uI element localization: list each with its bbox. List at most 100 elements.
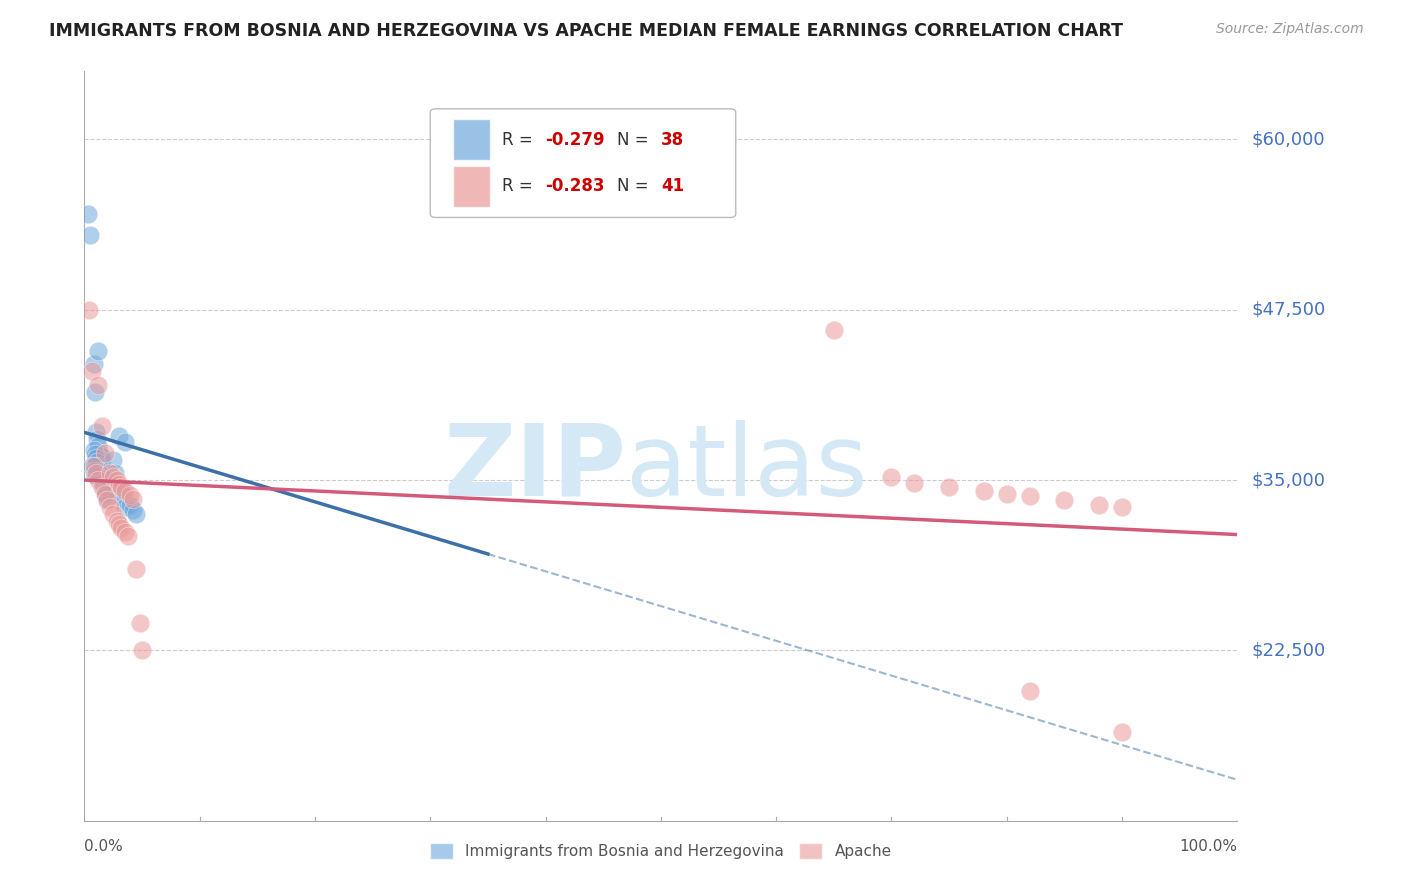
Text: $60,000: $60,000 — [1251, 130, 1324, 148]
Point — [84, 451, 107, 466]
Point — [87, 473, 110, 487]
Point — [121, 492, 143, 507]
Point — [121, 503, 143, 517]
Text: atlas: atlas — [626, 420, 868, 517]
FancyBboxPatch shape — [430, 109, 735, 218]
Point — [110, 521, 132, 535]
Text: ZIP: ZIP — [443, 420, 626, 517]
Point — [128, 616, 150, 631]
Point — [96, 492, 118, 507]
Point — [114, 483, 136, 498]
Point — [117, 529, 139, 543]
Point — [93, 480, 115, 494]
Point — [82, 459, 104, 474]
Point — [1111, 725, 1133, 739]
Point — [880, 470, 903, 484]
Point — [90, 472, 112, 486]
Point — [103, 452, 124, 467]
Point — [79, 227, 101, 242]
Point — [89, 449, 111, 463]
Point — [94, 483, 117, 498]
Text: -0.279: -0.279 — [546, 131, 605, 149]
Point — [823, 323, 845, 337]
Point — [125, 561, 148, 575]
Point — [120, 488, 142, 502]
Point — [1088, 498, 1111, 512]
Text: 100.0%: 100.0% — [1180, 839, 1237, 855]
Text: $47,500: $47,500 — [1251, 301, 1326, 318]
Point — [89, 467, 111, 482]
Point — [87, 439, 110, 453]
Point — [131, 643, 153, 657]
Point — [114, 434, 136, 449]
Point — [111, 486, 134, 500]
Point — [96, 488, 118, 502]
Point — [98, 500, 121, 515]
Text: $22,500: $22,500 — [1251, 641, 1326, 659]
Point — [84, 425, 107, 440]
Point — [82, 364, 104, 378]
Point — [114, 524, 136, 539]
Point — [973, 483, 995, 498]
Point — [87, 343, 110, 358]
Text: Source: ZipAtlas.com: Source: ZipAtlas.com — [1216, 22, 1364, 37]
Text: 0.0%: 0.0% — [84, 839, 124, 855]
Point — [98, 467, 121, 481]
Point — [995, 486, 1018, 500]
Point — [96, 493, 118, 508]
Point — [108, 516, 131, 531]
Text: -0.283: -0.283 — [546, 178, 605, 195]
Point — [108, 477, 131, 491]
Point — [86, 432, 108, 446]
Text: N =: N = — [617, 178, 654, 195]
Point — [89, 446, 111, 460]
Text: R =: R = — [502, 178, 537, 195]
Point — [89, 463, 111, 477]
Point — [938, 480, 960, 494]
Legend: Immigrants from Bosnia and Herzegovina, Apache: Immigrants from Bosnia and Herzegovina, … — [425, 838, 897, 865]
Point — [87, 459, 110, 474]
Point — [105, 514, 128, 528]
Point — [110, 480, 132, 494]
Point — [83, 443, 105, 458]
Point — [1018, 684, 1040, 698]
Point — [103, 507, 124, 521]
Point — [1018, 490, 1040, 504]
Point — [83, 384, 105, 399]
Point — [1053, 493, 1076, 508]
Point — [1111, 500, 1133, 515]
Text: IMMIGRANTS FROM BOSNIA AND HERZEGOVINA VS APACHE MEDIAN FEMALE EARNINGS CORRELAT: IMMIGRANTS FROM BOSNIA AND HERZEGOVINA V… — [49, 22, 1123, 40]
Point — [77, 302, 100, 317]
Point — [94, 486, 117, 500]
Point — [94, 446, 117, 460]
FancyBboxPatch shape — [453, 120, 491, 161]
Text: $35,000: $35,000 — [1251, 471, 1324, 489]
Point — [83, 357, 105, 371]
FancyBboxPatch shape — [453, 166, 491, 207]
Point — [83, 459, 105, 474]
Point — [112, 493, 135, 508]
Point — [120, 498, 142, 512]
Point — [84, 467, 107, 481]
Point — [76, 207, 98, 221]
Point — [114, 500, 136, 515]
Point — [903, 475, 925, 490]
Point — [83, 467, 105, 482]
Point — [90, 452, 112, 467]
Text: 38: 38 — [661, 131, 683, 149]
Point — [108, 429, 131, 443]
Point — [90, 418, 112, 433]
Text: N =: N = — [617, 131, 654, 149]
Text: 41: 41 — [661, 178, 683, 195]
Point — [87, 377, 110, 392]
Point — [110, 480, 132, 494]
Point — [91, 475, 114, 490]
Point — [90, 480, 112, 494]
Text: R =: R = — [502, 131, 537, 149]
Point — [104, 467, 127, 481]
Point — [83, 447, 105, 461]
Point — [86, 455, 108, 469]
Point — [103, 470, 124, 484]
Point — [125, 507, 148, 521]
Point — [83, 463, 105, 477]
